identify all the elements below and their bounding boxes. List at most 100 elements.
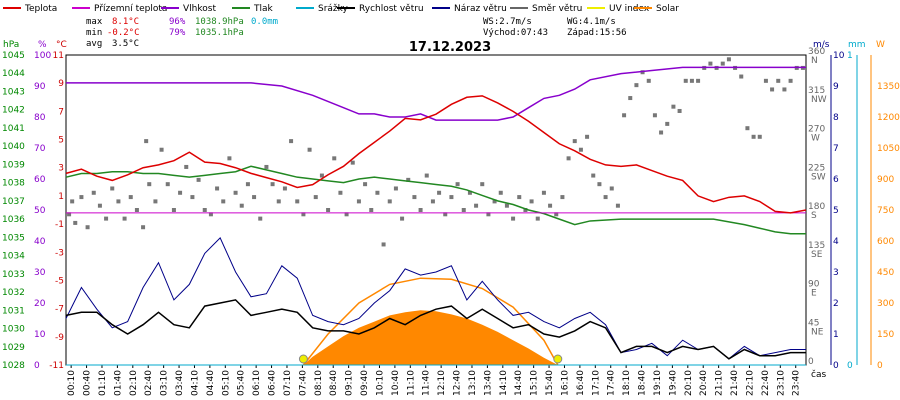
- speed-tick-8: 2: [833, 299, 839, 309]
- wind-dir-point-47: [344, 212, 349, 217]
- wind-dir-point-43: [319, 173, 324, 178]
- temp-tick-11: -11: [49, 361, 64, 371]
- time-tick-35: 17:40: [607, 370, 617, 396]
- wind-dir-point-31: [245, 182, 250, 187]
- wind-dir-point-95: [640, 70, 645, 75]
- stat-min-press: 1035.1hPa: [195, 28, 244, 38]
- wind-dir-point-67: [467, 190, 472, 195]
- time-unit: čas: [811, 369, 826, 380]
- plot-area: [65, 57, 807, 366]
- wind-dir-point-3: [79, 195, 84, 200]
- dir-tick-4: 180: [808, 202, 825, 212]
- wind-dir-point-77: [529, 199, 534, 204]
- time-tick-4: 02:10: [129, 370, 139, 396]
- dir-tick-name-0: N: [811, 56, 818, 66]
- hpa-tick-10: 1035: [2, 233, 25, 243]
- solar-tick-7: 450: [877, 268, 894, 278]
- wind-dir-point-10: [122, 216, 127, 221]
- speed-tick-0: 10: [833, 51, 845, 61]
- wind-dir-point-2: [73, 220, 78, 225]
- solar-tick-8: 300: [877, 299, 894, 309]
- legend-label-5: Rychlost větru: [359, 4, 424, 14]
- hpa-tick-7: 1038: [2, 179, 25, 189]
- wind-dir-point-94: [634, 83, 639, 88]
- legend-label-4: Srážky: [318, 4, 349, 14]
- wind-dir-point-91: [615, 203, 620, 208]
- time-tick-8: 04:10: [190, 370, 200, 396]
- time-tick-23: 11:40: [422, 370, 432, 396]
- dir-tick-8: 0: [808, 357, 814, 367]
- wind-dir-point-39: [295, 199, 300, 204]
- wind-dir-point-111: [739, 74, 744, 79]
- wind-dir-point-20: [178, 190, 183, 195]
- legend-label-8: UV index: [609, 4, 650, 14]
- chart-title: 17.12.2023: [409, 40, 491, 55]
- time-tick-42: 21:10: [715, 370, 725, 396]
- wind-dir-point-59: [418, 208, 423, 212]
- wind-dir-point-35: [270, 182, 275, 187]
- dir-tick-5: 135: [808, 241, 825, 251]
- wind-dir-point-118: [782, 87, 787, 92]
- wind-dir-point-18: [165, 182, 170, 187]
- time-tick-27: 13:40: [483, 370, 493, 396]
- speed-tick-2: 8: [833, 113, 839, 123]
- time-tick-34: 17:10: [591, 370, 601, 396]
- legend-label-9: Solar: [656, 4, 679, 14]
- time-tick-1: 00:40: [83, 370, 93, 396]
- stat-wg: WG:4.1m/s: [567, 17, 616, 27]
- wind-dir-point-6: [97, 203, 102, 208]
- wind-dir-point-90: [609, 186, 614, 191]
- wind-dir-point-38: [289, 139, 294, 144]
- dir-tick-name-2: W: [811, 134, 820, 144]
- time-tick-0: 00:10: [67, 370, 77, 396]
- hpa-tick-15: 1030: [2, 325, 25, 335]
- wind-dir-point-73: [504, 203, 509, 208]
- wind-dir-point-15: [147, 182, 152, 187]
- stats-panel: max 8.1°C 96% 1038.9hPa 0.0mm min -0.2°C…: [86, 17, 627, 49]
- solar-tick-1: 1350: [877, 82, 900, 92]
- wind-dir-point-36: [276, 199, 281, 204]
- wind-dir-point-108: [720, 61, 725, 66]
- wind-dir-point-41: [307, 147, 312, 152]
- wind-dir-point-99: [665, 121, 670, 126]
- time-tick-28: 14:10: [499, 370, 509, 396]
- time-tick-20: 10:10: [375, 370, 385, 396]
- stat-avg-label: avg: [86, 39, 102, 49]
- wind-dir-point-16: [153, 199, 158, 204]
- hpa-tick-17: 1028: [2, 361, 25, 371]
- solar-tick-3: 1050: [877, 144, 900, 154]
- hum-tick-4: 60: [34, 175, 46, 185]
- time-tick-12: 06:10: [252, 370, 262, 396]
- time-tick-6: 03:10: [160, 370, 170, 396]
- wind-dir-point-53: [381, 242, 386, 247]
- hum-tick-2: 80: [34, 113, 46, 123]
- hum-tick-8: 20: [34, 299, 46, 309]
- wind-dir-point-24: [202, 208, 207, 212]
- wind-dir-point-86: [585, 134, 590, 139]
- hpa-tick-16: 1029: [2, 343, 25, 353]
- wind-dir-point-68: [474, 203, 479, 208]
- time-tick-43: 21:40: [730, 370, 740, 396]
- wind-dir-point-96: [646, 78, 651, 83]
- wind-dir-point-55: [393, 186, 398, 191]
- stat-max-press: 1038.9hPa: [195, 17, 244, 27]
- wind-dir-point-49: [356, 199, 361, 204]
- wind-dir-point-112: [745, 126, 750, 131]
- wind-dir-point-78: [535, 216, 540, 221]
- time-tick-18: 09:10: [345, 370, 355, 396]
- wind-dir-point-116: [770, 87, 775, 92]
- wind-dir-point-54: [387, 199, 392, 204]
- time-tick-11: 05:40: [237, 370, 247, 396]
- wind-dir-point-66: [461, 208, 466, 212]
- wind-dir-point-74: [511, 216, 516, 221]
- time-tick-22: 11:10: [406, 370, 416, 396]
- time-tick-33: 16:40: [576, 370, 586, 396]
- wind-dir-point-76: [523, 208, 528, 212]
- wind-dir-point-97: [652, 113, 657, 118]
- stat-max-hum: 96%: [169, 17, 186, 27]
- dir-tick-name-4: S: [811, 211, 817, 221]
- time-tick-45: 22:40: [761, 370, 771, 396]
- wind-dir-point-62: [437, 190, 442, 195]
- time-tick-30: 15:10: [530, 370, 540, 396]
